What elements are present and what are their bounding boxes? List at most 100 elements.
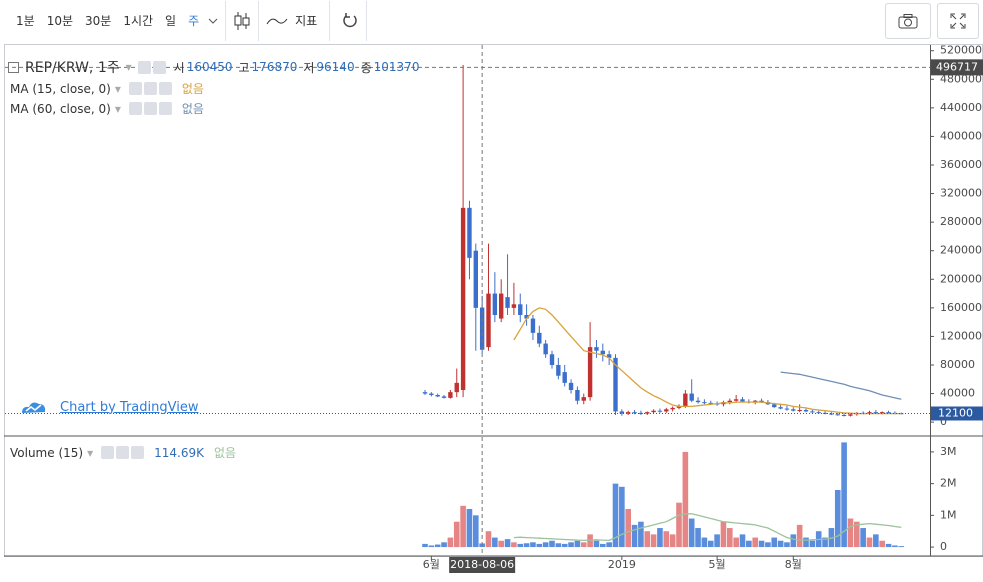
chart-style-button[interactable] [232, 10, 252, 32]
indicator-button[interactable]: 지표 [295, 14, 318, 28]
legend-icon[interactable] [152, 60, 166, 74]
y-tick-label: 160000 [940, 301, 982, 314]
volume-bar [720, 521, 727, 548]
interval-button[interactable]: 1분 [16, 14, 35, 28]
candle-body [505, 297, 510, 308]
candle-body [645, 412, 650, 414]
candle-body [873, 412, 879, 414]
volume-bar [593, 540, 600, 548]
volume-bar [663, 531, 670, 548]
candle-body [670, 407, 675, 410]
separator [258, 1, 260, 41]
volume-bar [441, 542, 447, 548]
candle-body [606, 354, 612, 358]
candle-body [702, 402, 707, 404]
dropdown-arrow[interactable] [207, 15, 219, 27]
ohlc-value: 101370 [373, 60, 420, 74]
ohlc-value: 176870 [251, 60, 298, 74]
camera-icon [898, 14, 918, 29]
candle-body [632, 412, 637, 414]
interval-button[interactable]: 30분 [85, 14, 112, 28]
candle-body [518, 304, 523, 315]
separator [366, 1, 368, 41]
y-tick-label: 40000 [940, 387, 975, 400]
volume-bar [809, 540, 816, 548]
x-tick-label: 8월 [785, 558, 802, 571]
candle-body [689, 393, 694, 401]
legend-icon[interactable] [143, 82, 157, 95]
collapse-icon[interactable] [8, 61, 19, 73]
candle-body [581, 397, 586, 401]
dropdown-arrow[interactable]: ▾ [114, 101, 121, 116]
candle-body [575, 390, 580, 401]
volume-bar [879, 540, 885, 548]
volume-bar [650, 534, 657, 548]
crosshair-price-tag [931, 59, 983, 76]
ohlc-label: 시 [173, 60, 185, 75]
y-tick-label: 480000 [940, 72, 982, 85]
candle-body [594, 347, 599, 351]
candle-body [467, 207, 472, 258]
volume-status: 없음 [213, 446, 237, 460]
volume-bar [866, 537, 873, 548]
interval-button[interactable]: 10분 [46, 14, 73, 28]
interval-button[interactable]: 1시간 [123, 14, 154, 28]
volume-bar [796, 524, 803, 548]
ohlc-label: 종 [360, 60, 372, 75]
volume-bar [492, 537, 498, 548]
volume-bar [612, 483, 619, 548]
candle-body [695, 400, 701, 403]
legend-icon[interactable] [128, 102, 142, 115]
candle-body [886, 412, 891, 414]
volume-bar [803, 537, 809, 548]
candle-body [549, 354, 555, 365]
volume-bar [555, 543, 562, 548]
separator [329, 1, 331, 41]
y-tick-label: 520000 [940, 44, 982, 57]
candle-body [683, 393, 688, 407]
screenshot-button[interactable] [885, 3, 931, 39]
volume-bar [542, 542, 549, 548]
legend-icon[interactable] [131, 446, 145, 459]
x-tick-label: 5월 [709, 558, 726, 571]
candle-body [803, 410, 809, 412]
dropdown-arrow[interactable]: ▾ [87, 445, 94, 460]
candle-body [626, 412, 631, 414]
dropdown-arrow[interactable]: ▾ [114, 81, 121, 96]
separator [225, 1, 227, 41]
volume-bar [536, 543, 543, 548]
fullscreen-button[interactable] [937, 3, 979, 39]
volume-bar [460, 505, 466, 548]
ma-status: 없음 [181, 82, 204, 96]
y-tick-label: 240000 [940, 244, 982, 257]
refresh-button[interactable] [340, 11, 360, 31]
legend-icon[interactable] [143, 102, 157, 115]
volume-bar [758, 540, 765, 548]
fullscreen-icon [950, 13, 966, 29]
candle-body [492, 293, 498, 315]
candle-body [619, 411, 625, 414]
interval-button[interactable]: 일 [165, 14, 177, 28]
dropdown-arrow[interactable]: ▾ [125, 60, 132, 74]
volume-bar [733, 537, 739, 548]
y-tick-label: 360000 [940, 158, 982, 171]
legend-icon[interactable] [137, 60, 151, 74]
watermark-text[interactable]: Chart by TradingView [60, 399, 199, 415]
candle-body [848, 414, 853, 416]
ohlc-label: 고 [238, 60, 250, 75]
candle-body [600, 350, 605, 355]
legend-icon[interactable] [101, 446, 115, 459]
legend-icon[interactable] [128, 82, 142, 95]
indicator-icon[interactable] [265, 14, 289, 28]
legend-icon[interactable] [158, 102, 172, 115]
volume-bar [727, 528, 733, 548]
candle-body [664, 409, 669, 412]
y-tick-label: 200000 [940, 272, 982, 285]
legend-icon[interactable] [158, 82, 172, 95]
candle-body [880, 412, 885, 414]
symbol-title: REP/KRW, 1주 [25, 60, 120, 76]
interval-button[interactable]: 주 [188, 14, 200, 28]
legend-icon[interactable] [116, 446, 130, 459]
candle-body [543, 343, 548, 355]
volume-bar [600, 543, 606, 548]
